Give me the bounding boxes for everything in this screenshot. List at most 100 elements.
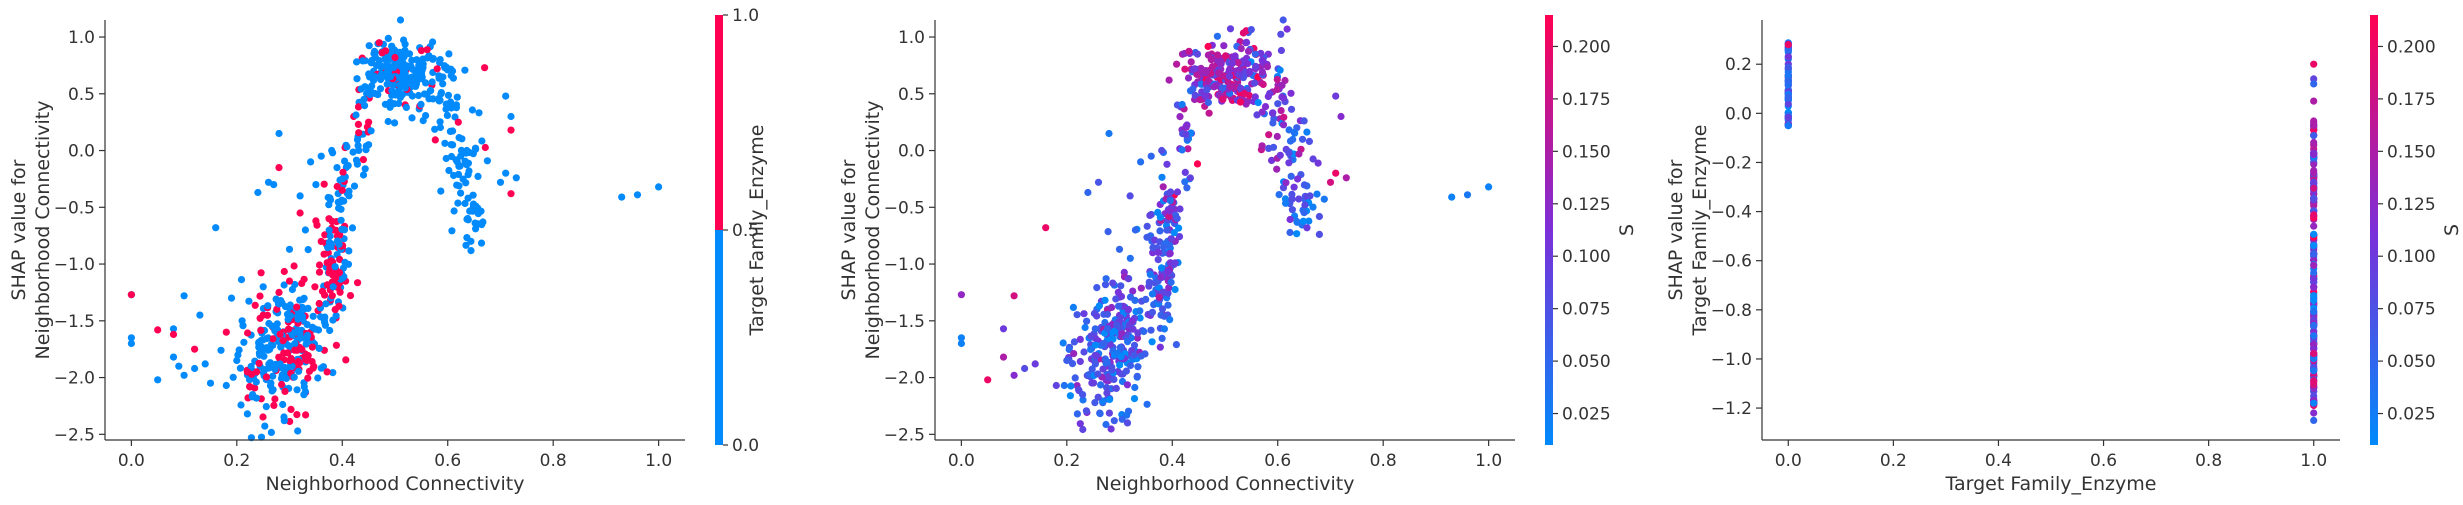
data-point <box>1095 302 1103 310</box>
x-tick-label: 0.4 <box>329 451 356 471</box>
data-point <box>366 90 374 99</box>
data-point <box>326 232 334 240</box>
data-point <box>1263 63 1271 71</box>
data-point <box>455 162 463 170</box>
data-point <box>365 118 373 126</box>
data-point <box>1204 42 1212 51</box>
data-point <box>1094 370 1102 378</box>
data-point <box>315 299 323 308</box>
data-point <box>1101 281 1110 289</box>
data-point <box>2310 377 2318 385</box>
data-point <box>340 226 349 234</box>
data-point <box>1021 364 1029 373</box>
data-point <box>1158 173 1166 181</box>
data-point <box>2310 307 2318 315</box>
data-point <box>1288 206 1296 214</box>
data-point <box>279 400 287 409</box>
data-point <box>1203 86 1211 94</box>
data-point <box>1276 66 1284 74</box>
data-point <box>439 73 447 81</box>
data-point <box>388 42 396 50</box>
y-tick-label: 0.0 <box>1725 104 1752 124</box>
data-point <box>1332 92 1340 100</box>
data-point <box>1253 111 1261 119</box>
data-point <box>335 269 343 277</box>
data-point <box>169 325 178 333</box>
data-point <box>1143 400 1151 408</box>
data-point <box>464 216 472 224</box>
data-point <box>319 363 327 371</box>
data-point <box>353 160 361 168</box>
data-point <box>1104 228 1112 236</box>
data-point <box>469 150 477 158</box>
data-point <box>270 401 278 409</box>
data-point <box>262 403 270 411</box>
data-point <box>1784 100 1792 108</box>
data-point <box>326 326 334 335</box>
data-point <box>235 346 243 354</box>
data-point <box>337 205 345 213</box>
data-point <box>1068 360 1077 368</box>
data-point <box>212 224 220 232</box>
data-point <box>317 237 325 245</box>
data-point <box>1246 67 1254 76</box>
data-point <box>401 84 409 92</box>
data-point <box>389 81 397 89</box>
data-point <box>1146 211 1154 219</box>
data-point <box>1784 113 1792 122</box>
data-point <box>455 182 463 190</box>
y-tick-label: −1.0 <box>1711 350 1752 370</box>
data-point <box>2310 261 2318 269</box>
data-point <box>370 47 379 56</box>
data-point <box>1091 399 1099 407</box>
y-axis-label: Target Family_Enzyme <box>1689 125 1711 337</box>
data-point <box>298 345 306 353</box>
data-point <box>1191 65 1199 73</box>
data-point <box>454 199 462 207</box>
data-point <box>1784 94 1792 102</box>
data-point <box>1173 214 1181 222</box>
colorbar-tick-label: 0.0 <box>732 436 759 456</box>
data-point <box>436 59 444 67</box>
data-point <box>365 70 373 78</box>
data-point <box>246 383 254 391</box>
data-point <box>362 146 370 154</box>
data-point <box>1277 107 1285 115</box>
data-point <box>333 182 341 191</box>
data-point <box>1313 190 1321 198</box>
data-point <box>1093 284 1101 292</box>
data-point <box>312 217 320 225</box>
data-point <box>201 360 209 368</box>
data-point <box>375 39 383 47</box>
data-point <box>334 198 342 206</box>
data-point <box>402 103 410 111</box>
x-tick-label: 0.4 <box>1985 451 2012 471</box>
data-point <box>276 360 284 368</box>
data-point <box>1264 92 1272 101</box>
data-point <box>2310 416 2318 424</box>
scatter-points <box>127 16 663 442</box>
data-point <box>1137 352 1145 360</box>
data-point <box>406 75 414 83</box>
data-point <box>1298 135 1307 143</box>
x-tick-label: 0.4 <box>1159 451 1186 471</box>
data-point <box>1079 391 1087 399</box>
data-point <box>251 301 259 309</box>
data-point <box>442 154 450 163</box>
data-point <box>436 123 444 132</box>
data-point <box>1315 212 1323 221</box>
data-point <box>1110 375 1118 384</box>
data-point <box>1103 358 1111 366</box>
data-point <box>1042 224 1050 232</box>
data-point <box>1219 84 1227 92</box>
data-point <box>475 109 483 117</box>
data-point <box>275 353 283 361</box>
data-point <box>1213 32 1221 40</box>
data-point <box>1277 30 1285 38</box>
data-point <box>280 267 288 276</box>
data-point <box>463 234 471 242</box>
data-point <box>1175 233 1184 241</box>
data-point <box>1269 143 1278 151</box>
data-point <box>1176 113 1184 121</box>
data-point <box>349 148 357 156</box>
